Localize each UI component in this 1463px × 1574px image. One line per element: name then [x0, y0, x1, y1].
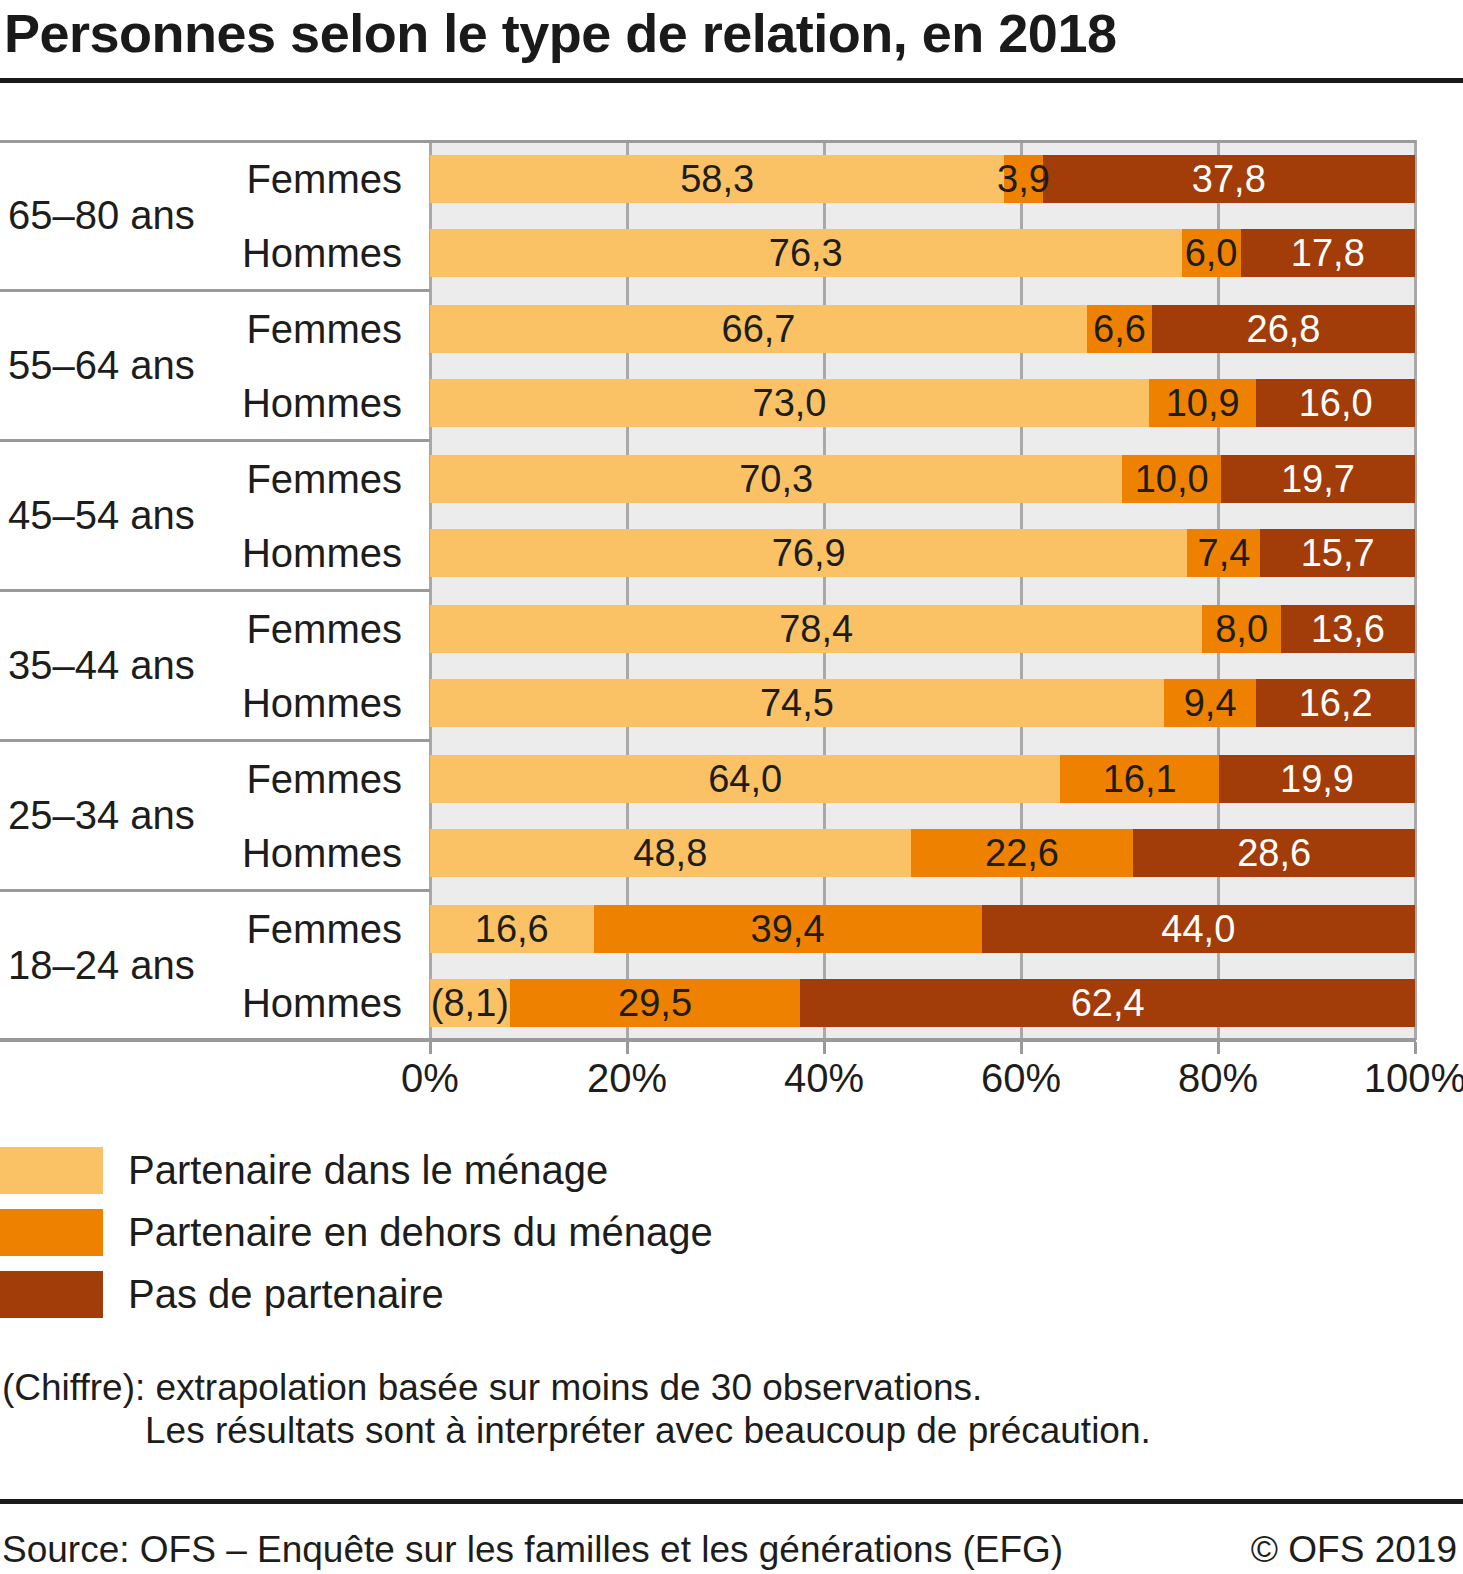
axis-tick-mark	[626, 1042, 629, 1054]
title-rule	[0, 78, 1463, 83]
axis-tick-mark	[1414, 1042, 1417, 1054]
bar-value-label: 44,0	[1161, 905, 1235, 953]
bar-value-label: 70,3	[739, 455, 813, 503]
bar-row: 73,0 10,9 16,0	[430, 379, 1415, 427]
bar-row: 78,4 8,0 13,6	[430, 605, 1415, 653]
axis-tick-mark	[1217, 1042, 1220, 1054]
x-axis-tick-label: 0%	[350, 1056, 510, 1101]
bar-value-label: 26,8	[1247, 305, 1321, 353]
bar-value-label: 22,6	[985, 829, 1059, 877]
footnote-line-2: Les résultats sont à interpréter avec be…	[145, 1411, 1151, 1451]
bar-value-label: 16,1	[1103, 755, 1177, 803]
sex-label: Femmes	[0, 755, 402, 803]
axis-tick-mark	[823, 1042, 826, 1054]
legend-swatch	[0, 1271, 103, 1318]
bar-value-label: 7,4	[1197, 529, 1250, 577]
bar-value-label: 39,4	[751, 905, 825, 953]
copyright-text: © OFS 2019	[1251, 1529, 1457, 1571]
legend-label: Pas de partenaire	[128, 1271, 444, 1318]
bar-row: 48,8 22,6 28,6	[430, 829, 1415, 877]
bar-row: 64,0 16,1 19,9	[430, 755, 1415, 803]
x-axis-tick-label: 20%	[547, 1056, 707, 1101]
bar-value-label: 28,6	[1237, 829, 1311, 877]
bar-value-label: 17,8	[1291, 229, 1365, 277]
x-axis-tick-label: 100%	[1335, 1056, 1463, 1101]
bar-value-label: (8,1)	[431, 979, 509, 1027]
bar-row: 16,6 39,4 44,0	[430, 905, 1415, 953]
bar-value-label: 37,8	[1192, 155, 1266, 203]
sex-label: Hommes	[0, 379, 402, 427]
bar-value-label: 13,6	[1311, 605, 1385, 653]
bar-row: (8,1) 29,5 62,4	[430, 979, 1415, 1027]
bar-value-label: 10,9	[1166, 379, 1240, 427]
bar-value-label: 10,0	[1135, 455, 1209, 503]
bar-row: 74,5 9,4 16,2	[430, 679, 1415, 727]
bottom-rule	[0, 1499, 1463, 1504]
bar-value-label: 64,0	[708, 755, 782, 803]
bar-value-label: 6,6	[1093, 305, 1146, 353]
bar-value-label: 76,9	[772, 529, 846, 577]
bar-value-label: 73,0	[753, 379, 827, 427]
legend-label: Partenaire en dehors du ménage	[128, 1209, 713, 1256]
sex-label: Femmes	[0, 905, 402, 953]
sex-label: Hommes	[0, 679, 402, 727]
bar-row: 76,9 7,4 15,7	[430, 529, 1415, 577]
stacked-bar-chart: 0%20%40%60%80%100%65–80 ansFemmes58,33,9…	[0, 140, 1463, 1060]
bar-value-label: 16,6	[475, 905, 549, 953]
legend-swatch	[0, 1209, 103, 1256]
bar-value-label: 76,3	[769, 229, 843, 277]
legend-swatch	[0, 1147, 103, 1194]
bar-value-label: 74,5	[760, 679, 834, 727]
bar-value-label: 78,4	[779, 605, 853, 653]
legend-label: Partenaire dans le ménage	[128, 1147, 608, 1194]
sex-label: Femmes	[0, 305, 402, 353]
bar-value-label: 48,8	[633, 829, 707, 877]
bar-value-label: 9,4	[1184, 679, 1237, 727]
bar-value-label: 66,7	[722, 305, 796, 353]
bar-value-label: 62,4	[1071, 979, 1145, 1027]
bar-value-label: 15,7	[1301, 529, 1375, 577]
bar-value-label: 3,9	[997, 155, 1050, 203]
sex-label: Hommes	[0, 229, 402, 277]
x-axis-tick-label: 40%	[744, 1056, 904, 1101]
bar-value-label: 58,3	[680, 155, 754, 203]
bar-value-label: 6,0	[1185, 229, 1238, 277]
footnote-line-1: (Chiffre): extrapolation basée sur moins…	[2, 1368, 982, 1408]
x-axis-tick-label: 60%	[941, 1056, 1101, 1101]
source-text: Source: OFS – Enquête sur les familles e…	[2, 1529, 1063, 1571]
axis-tick-mark	[429, 1042, 432, 1054]
sex-label: Hommes	[0, 829, 402, 877]
bar-value-label: 16,0	[1299, 379, 1373, 427]
bar-row: 76,3 6,0 17,8	[430, 229, 1415, 277]
page-title: Personnes selon le type de relation, en …	[4, 2, 1459, 64]
sex-label: Hommes	[0, 979, 402, 1027]
sex-label: Femmes	[0, 155, 402, 203]
bar-value-label: 19,7	[1281, 455, 1355, 503]
bar-value-label: 16,2	[1299, 679, 1373, 727]
bar-value-label: 19,9	[1280, 755, 1354, 803]
x-axis-tick-label: 80%	[1138, 1056, 1298, 1101]
bar-row: 58,3 3,9 37,8	[430, 155, 1415, 203]
bar-row: 70,3 10,0 19,7	[430, 455, 1415, 503]
bar-row: 66,7 6,6 26,8	[430, 305, 1415, 353]
sex-label: Hommes	[0, 529, 402, 577]
sex-label: Femmes	[0, 605, 402, 653]
bar-value-label: 29,5	[618, 979, 692, 1027]
axis-tick-mark	[1020, 1042, 1023, 1054]
sex-label: Femmes	[0, 455, 402, 503]
bar-value-label: 8,0	[1215, 605, 1268, 653]
